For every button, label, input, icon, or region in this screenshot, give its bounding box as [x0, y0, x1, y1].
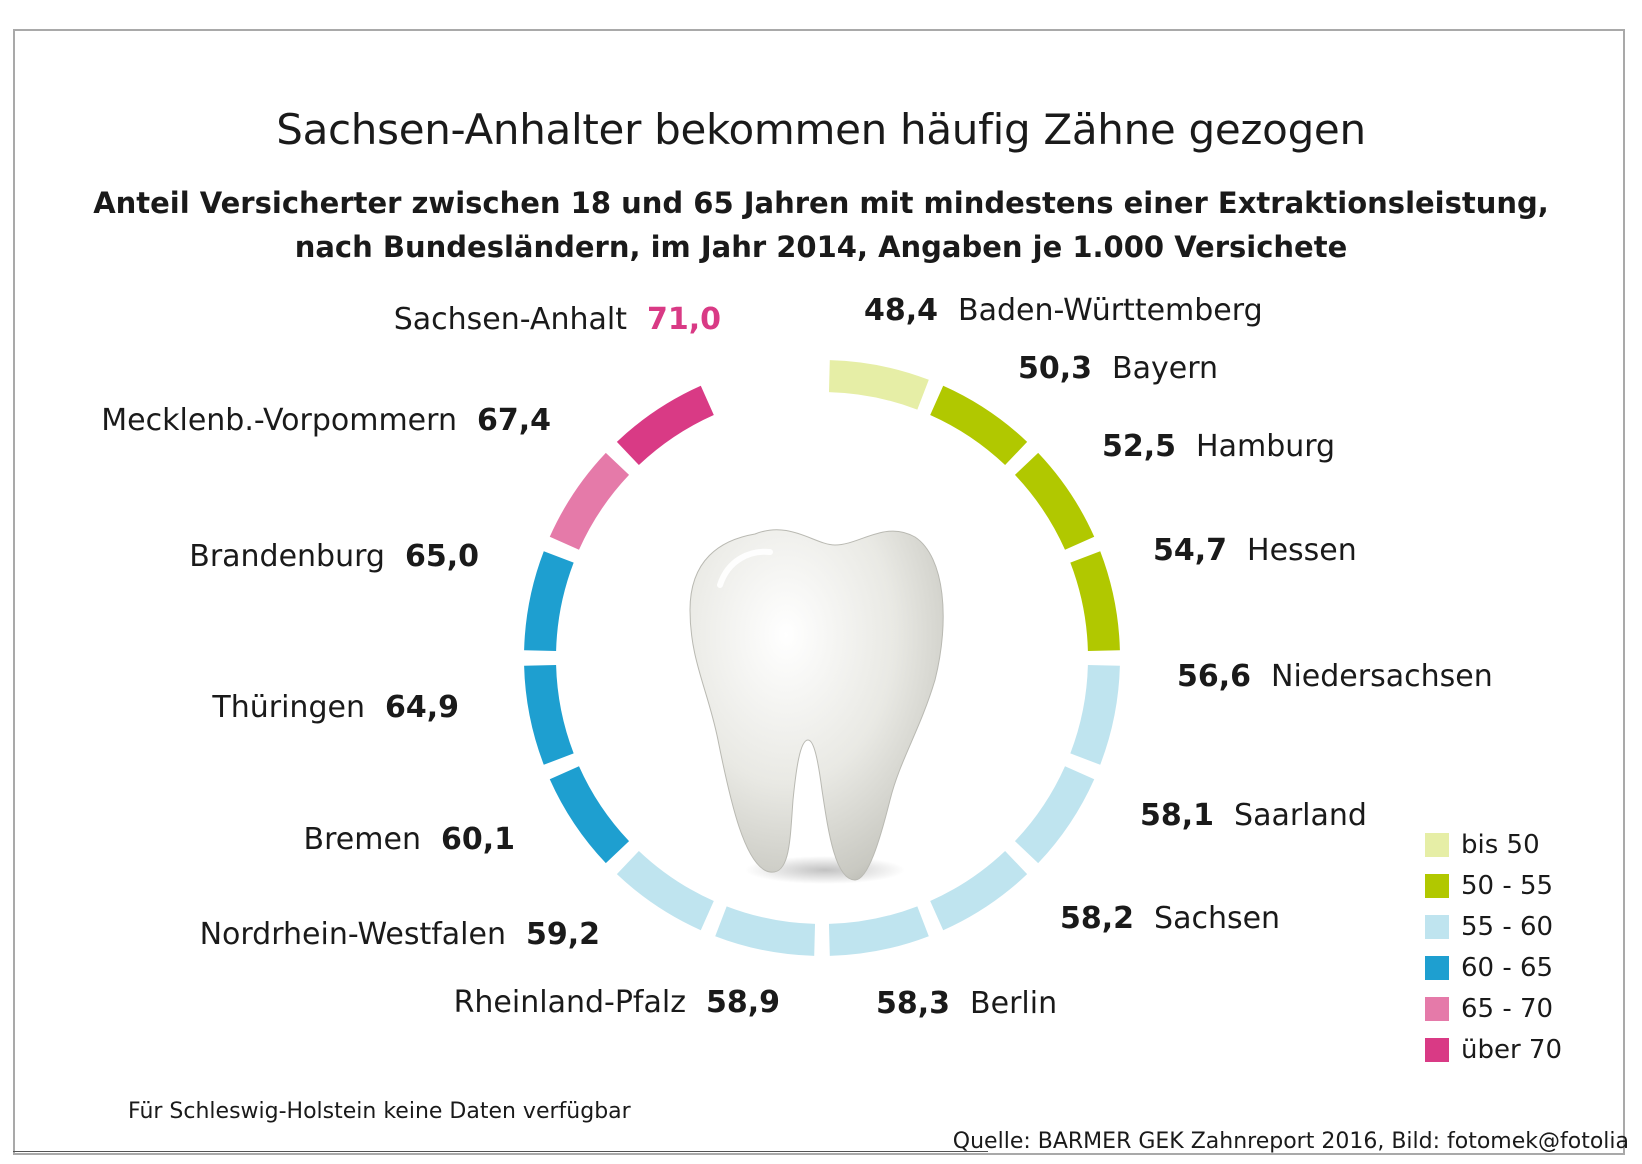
segment-label-rheinland-pfalz: Rheinland-Pfalz 58,9: [454, 988, 780, 1018]
ring-segment-hessen: [1070, 551, 1120, 652]
segment-label-sachsen: 58,2 Sachsen: [1060, 904, 1280, 934]
ring-segment-baden-württemberg: [828, 360, 929, 410]
segment-label-bremen: Bremen 60,1: [304, 825, 515, 855]
data-label-value: 65,0: [404, 539, 479, 574]
segment-label-baden-württemberg: 48,4 Baden-Württemberg: [864, 296, 1263, 326]
ring-segments: [524, 360, 1120, 956]
chart-subtitle-line-1: Anteil Versicherter zwischen 18 und 65 J…: [93, 186, 1549, 220]
category-label: Sachsen-Anhalt: [393, 302, 627, 337]
legend-label: 65 - 70: [1461, 994, 1554, 1024]
segment-label-brandenburg: Brandenburg 65,0: [189, 542, 479, 572]
ring-segment-nordrhein-westfalen: [616, 850, 714, 931]
ring-segment-sachsen: [930, 850, 1028, 931]
legend-swatch: [1425, 915, 1449, 939]
legend-label: bis 50: [1461, 830, 1540, 860]
legend-label: 55 - 60: [1461, 912, 1554, 942]
footnote: Für Schleswig-Holstein keine Daten verfü…: [128, 1099, 631, 1124]
category-label: Rheinland-Pfalz: [453, 985, 686, 1020]
tooth-icon: [689, 529, 944, 884]
category-label: Nordrhein-Westfalen: [199, 917, 506, 952]
ring-segment-hamburg: [1014, 452, 1095, 550]
legend-label: 60 - 65: [1461, 953, 1554, 983]
ring-segment-mecklenb-vorpommern: [549, 452, 630, 550]
category-label: Mecklenb.-Vorpommern: [101, 403, 457, 438]
category-label: Niedersachsen: [1271, 659, 1493, 694]
segment-label-niedersachsen: 56,6 Niedersachsen: [1177, 662, 1493, 692]
source-rule: [13, 1151, 988, 1152]
ring-segment-bremen: [549, 766, 630, 864]
ring-segment-berlin: [828, 906, 929, 956]
category-label: Thüringen: [212, 690, 365, 725]
segment-label-berlin: 58,3 Berlin: [876, 989, 1057, 1019]
legend-swatch: [1425, 874, 1449, 898]
data-label-value: 64,9: [384, 690, 459, 725]
segment-label-sachsen-anhalt: Sachsen-Anhalt 71,0: [394, 305, 721, 335]
data-label-value: 52,5: [1102, 429, 1177, 464]
category-label: Bayern: [1112, 351, 1219, 386]
chart-subtitle-line-2: nach Bundesländern, im Jahr 2014, Angabe…: [294, 230, 1348, 264]
chart-title: Sachsen-Anhalter bekommen häufig Zähne g…: [276, 105, 1366, 154]
data-label-value: 58,1: [1140, 798, 1215, 833]
category-label: Sachsen: [1154, 901, 1281, 936]
ring-segment-niedersachsen: [1070, 664, 1120, 765]
legend-swatch: [1425, 1038, 1449, 1062]
ring-segment-rheinland-pfalz: [715, 906, 816, 956]
data-label-value: 67,4: [476, 403, 551, 438]
data-label-value: 58,3: [876, 986, 951, 1021]
ring-segment-sachsen-anhalt: [616, 385, 714, 466]
data-label-value: 60,1: [440, 822, 515, 857]
ring-segment-thüringen: [524, 664, 574, 765]
segment-label-hamburg: 52,5 Hamburg: [1102, 432, 1335, 462]
ring-segment-bayern: [930, 385, 1028, 466]
segment-label-bayern: 50,3 Bayern: [1018, 354, 1218, 384]
category-label: Baden-Württemberg: [958, 293, 1263, 328]
legend-label: 50 - 55: [1461, 871, 1554, 901]
segment-label-hessen: 54,7 Hessen: [1153, 536, 1357, 566]
category-label: Hamburg: [1196, 429, 1336, 464]
data-label-value: 56,6: [1177, 659, 1252, 694]
category-label: Brandenburg: [189, 539, 385, 574]
segment-label-nordrhein-westfalen: Nordrhein-Westfalen 59,2: [200, 920, 600, 950]
data-label-value: 59,2: [525, 917, 600, 952]
category-label: Hessen: [1247, 533, 1357, 568]
data-label-value: 50,3: [1018, 351, 1093, 386]
data-label-value: 48,4: [864, 293, 939, 328]
data-label-value: 71,0: [646, 302, 721, 337]
ring-segment-brandenburg: [524, 551, 574, 652]
category-label: Bremen: [303, 822, 421, 857]
legend-swatch: [1425, 956, 1449, 980]
ring-segment-saarland: [1014, 766, 1095, 864]
legend-swatch: [1425, 833, 1449, 857]
data-label-value: 58,2: [1060, 901, 1135, 936]
segment-label-saarland: 58,1 Saarland: [1140, 801, 1367, 831]
data-label-value: 58,9: [705, 985, 780, 1020]
data-label-value: 54,7: [1153, 533, 1228, 568]
legend-label: über 70: [1461, 1035, 1563, 1065]
legend-swatch: [1425, 997, 1449, 1021]
segment-label-mecklenb-vorpommern: Mecklenb.-Vorpommern 67,4: [101, 406, 551, 436]
category-label: Saarland: [1234, 798, 1367, 833]
segment-label-thüringen: Thüringen 64,9: [212, 693, 459, 723]
source-credit: Quelle: BARMER GEK Zahnreport 2016, Bild…: [952, 1129, 1629, 1154]
category-label: Berlin: [970, 986, 1058, 1021]
